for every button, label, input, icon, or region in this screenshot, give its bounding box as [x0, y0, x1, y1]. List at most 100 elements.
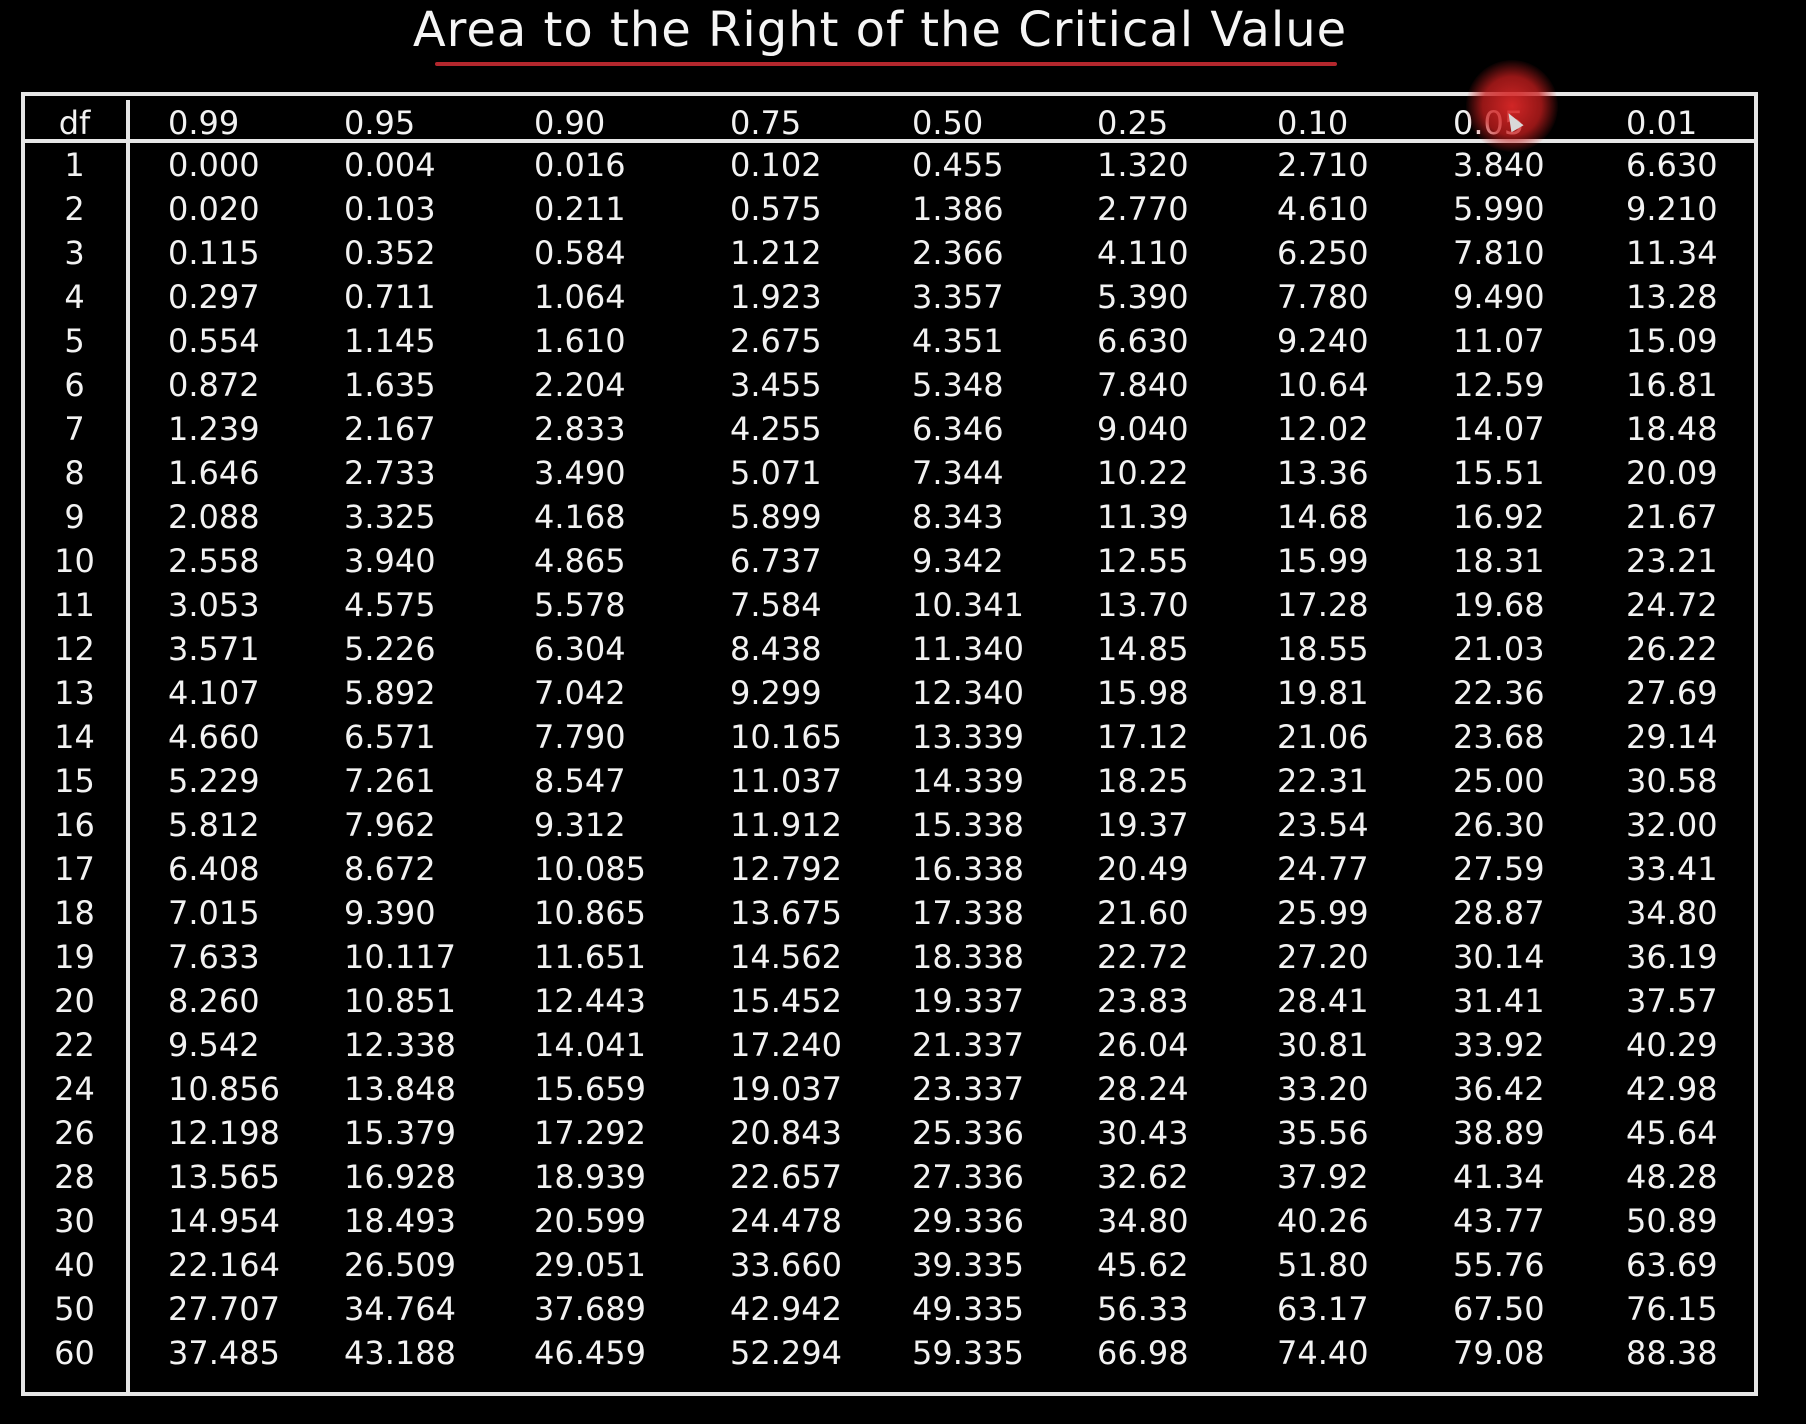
header-df: df [58, 104, 91, 142]
critical-value: 50.89 [1626, 1202, 1718, 1240]
critical-value: 17.292 [534, 1114, 646, 1152]
critical-value: 0.455 [912, 146, 1004, 184]
critical-value: 10.085 [534, 850, 646, 888]
critical-value: 13.70 [1097, 586, 1189, 624]
critical-value: 0.297 [168, 278, 260, 316]
critical-value: 28.41 [1277, 982, 1369, 1020]
critical-value: 6.304 [534, 630, 626, 668]
critical-value: 19.81 [1277, 674, 1369, 712]
critical-value: 14.339 [912, 762, 1024, 800]
critical-value: 19.337 [912, 982, 1024, 1020]
critical-value: 45.64 [1626, 1114, 1718, 1152]
df-value: 7 [64, 410, 85, 448]
df-value: 15 [54, 762, 95, 800]
critical-value: 24.77 [1277, 850, 1369, 888]
critical-value: 8.547 [534, 762, 626, 800]
df-column-divider [126, 100, 130, 1396]
critical-value: 10.856 [168, 1070, 280, 1108]
critical-value: 0.554 [168, 322, 260, 360]
critical-value: 12.55 [1097, 542, 1189, 580]
critical-value: 34.80 [1626, 894, 1718, 932]
critical-value: 2.366 [912, 234, 1004, 272]
df-value: 50 [54, 1290, 95, 1328]
critical-value: 9.490 [1453, 278, 1545, 316]
critical-value: 2.167 [344, 410, 436, 448]
critical-value: 7.810 [1453, 234, 1545, 272]
critical-value: 15.338 [912, 806, 1024, 844]
df-value: 17 [54, 850, 95, 888]
critical-value: 4.575 [344, 586, 436, 624]
critical-value: 5.071 [730, 454, 822, 492]
critical-value: 29.14 [1626, 718, 1718, 756]
critical-value: 3.455 [730, 366, 822, 404]
critical-value: 45.62 [1097, 1246, 1189, 1284]
critical-value: 14.07 [1453, 410, 1545, 448]
critical-value: 24.72 [1626, 586, 1718, 624]
critical-value: 23.68 [1453, 718, 1545, 756]
critical-value: 15.99 [1277, 542, 1369, 580]
critical-value: 7.015 [168, 894, 260, 932]
critical-value: 5.390 [1097, 278, 1189, 316]
critical-value: 6.346 [912, 410, 1004, 448]
df-value: 5 [64, 322, 85, 360]
header-area: 0.90 [534, 104, 606, 142]
critical-value: 63.69 [1626, 1246, 1718, 1284]
critical-value: 12.338 [344, 1026, 456, 1064]
critical-value: 8.260 [168, 982, 260, 1020]
critical-value: 27.69 [1626, 674, 1718, 712]
critical-value: 16.92 [1453, 498, 1545, 536]
df-value: 10 [54, 542, 95, 580]
critical-value: 0.115 [168, 234, 260, 272]
critical-value: 79.08 [1453, 1334, 1545, 1372]
critical-value: 2.558 [168, 542, 260, 580]
df-value: 18 [54, 894, 95, 932]
critical-value: 11.340 [912, 630, 1024, 668]
critical-value: 6.630 [1097, 322, 1189, 360]
critical-value: 0.211 [534, 190, 626, 228]
critical-value: 18.31 [1453, 542, 1545, 580]
critical-value: 42.98 [1626, 1070, 1718, 1108]
critical-value: 34.764 [344, 1290, 456, 1328]
df-value: 2 [64, 190, 85, 228]
critical-value: 3.357 [912, 278, 1004, 316]
critical-value: 2.088 [168, 498, 260, 536]
critical-value: 3.840 [1453, 146, 1545, 184]
critical-value: 10.117 [344, 938, 456, 976]
critical-value: 17.240 [730, 1026, 842, 1064]
critical-value: 17.338 [912, 894, 1024, 932]
critical-value: 11.39 [1097, 498, 1189, 536]
critical-value: 10.865 [534, 894, 646, 932]
critical-value: 33.20 [1277, 1070, 1369, 1108]
critical-value: 13.675 [730, 894, 842, 932]
critical-value: 8.438 [730, 630, 822, 668]
cursor-highlight [1466, 60, 1558, 152]
critical-value: 22.36 [1453, 674, 1545, 712]
df-value: 19 [54, 938, 95, 976]
critical-value: 22.72 [1097, 938, 1189, 976]
table-frame [21, 92, 1758, 1396]
critical-value: 21.60 [1097, 894, 1189, 932]
critical-value: 19.037 [730, 1070, 842, 1108]
critical-value: 21.337 [912, 1026, 1024, 1064]
df-value: 13 [54, 674, 95, 712]
header-area: 0.95 [344, 104, 416, 142]
critical-value: 7.261 [344, 762, 436, 800]
critical-value: 15.09 [1626, 322, 1718, 360]
critical-value: 20.843 [730, 1114, 842, 1152]
critical-value: 8.672 [344, 850, 436, 888]
critical-value: 29.051 [534, 1246, 646, 1284]
critical-value: 12.198 [168, 1114, 280, 1152]
critical-value: 12.443 [534, 982, 646, 1020]
critical-value: 32.62 [1097, 1158, 1189, 1196]
critical-value: 6.571 [344, 718, 436, 756]
critical-value: 14.041 [534, 1026, 646, 1064]
critical-value: 23.21 [1626, 542, 1718, 580]
critical-value: 41.34 [1453, 1158, 1545, 1196]
critical-value: 16.81 [1626, 366, 1718, 404]
critical-value: 6.408 [168, 850, 260, 888]
critical-value: 1.064 [534, 278, 626, 316]
critical-value: 5.226 [344, 630, 436, 668]
critical-value-table: df0.990.950.900.750.500.250.100.050.0110… [25, 99, 1754, 1375]
critical-value: 11.037 [730, 762, 842, 800]
critical-value: 14.85 [1097, 630, 1189, 668]
